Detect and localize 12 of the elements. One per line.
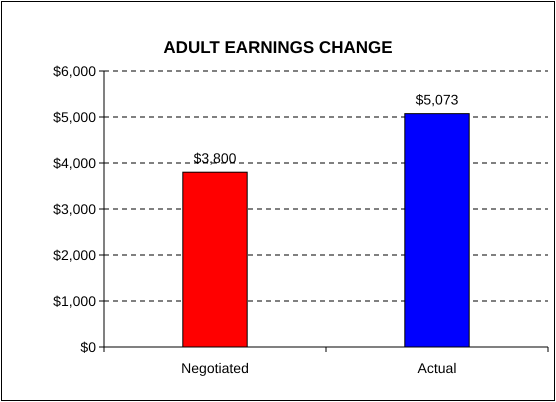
y-tick-label: $4,000: [53, 154, 96, 171]
x-tick-label: Actual: [418, 360, 456, 376]
y-tick-label: $5,000: [53, 108, 96, 125]
x-tick-label: Negotiated: [181, 360, 249, 376]
data-label: $3,800: [194, 150, 237, 166]
y-tick-label: $2,000: [53, 246, 96, 263]
y-tick-label: $0: [80, 338, 96, 355]
y-tick-label: $1,000: [53, 292, 96, 309]
y-tick-label: $3,000: [53, 200, 96, 217]
y-tick-label: $6,000: [53, 62, 96, 79]
data-label: $5,073: [416, 92, 459, 108]
chart-title: ADULT EARNINGS CHANGE: [163, 38, 393, 57]
